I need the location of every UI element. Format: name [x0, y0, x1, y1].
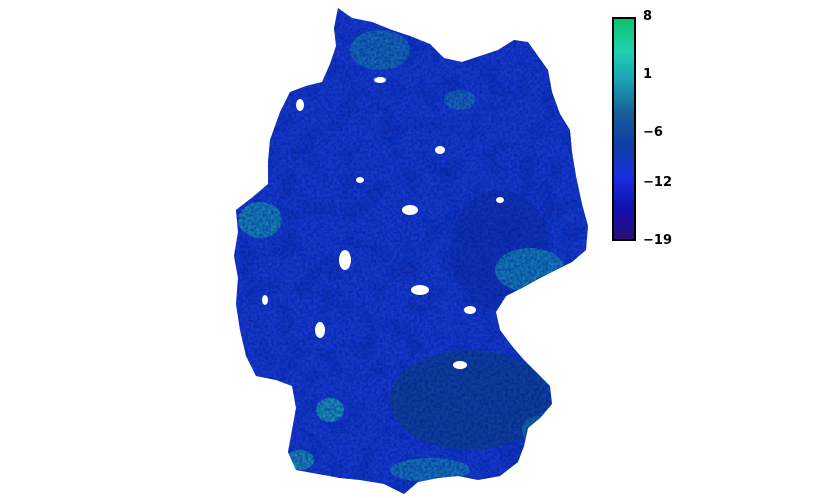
colorbar-tick-label: 8 [643, 9, 653, 24]
colorbar-tick-label: −12 [643, 174, 672, 190]
colorbar-tick-label: −6 [643, 125, 663, 141]
colorbar-tick-label: −19 [643, 233, 672, 248]
colorbar-tick-label: 1 [643, 67, 653, 83]
colorbar [612, 17, 636, 241]
map-raster [234, 8, 588, 494]
